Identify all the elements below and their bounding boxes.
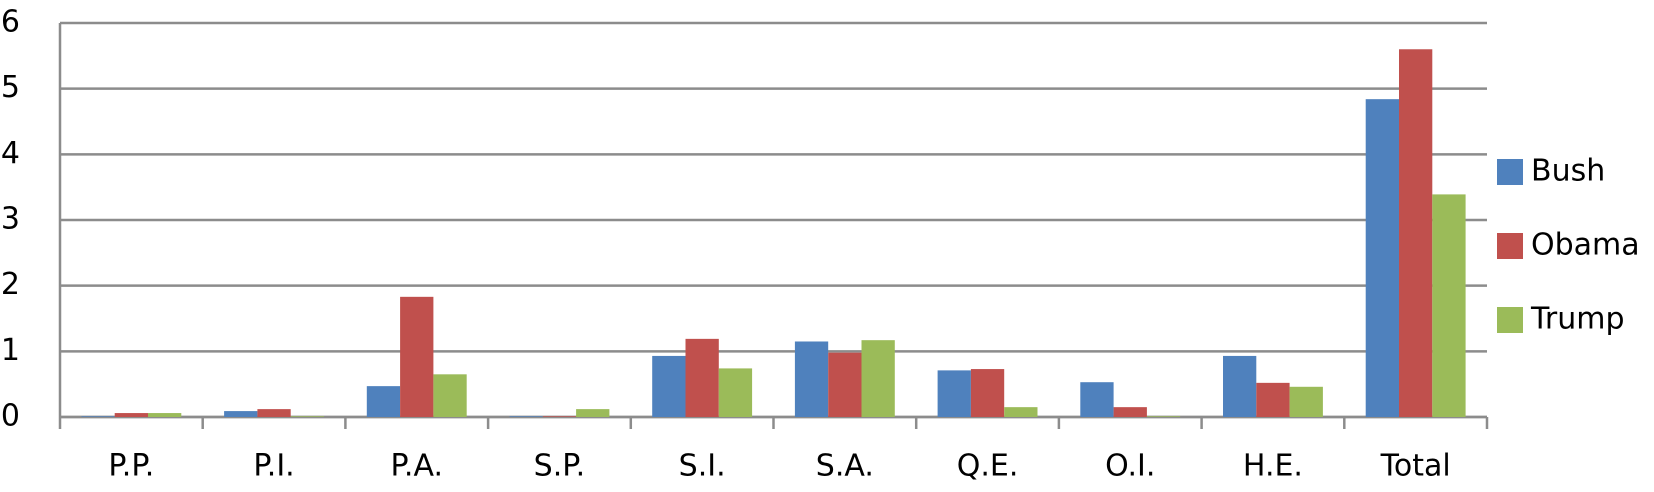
x-tick-label: S.A. (816, 449, 874, 484)
x-tick-label: P.P. (108, 449, 154, 484)
bar (433, 374, 467, 417)
x-tick-label: S.P. (534, 449, 586, 484)
bar (1399, 49, 1433, 418)
y-tick-label: 1 (1, 333, 20, 368)
bar (1004, 407, 1038, 417)
x-tick-label: S.I. (679, 449, 726, 484)
bar (937, 370, 971, 417)
bar (257, 409, 291, 417)
x-tick-label: P.I. (253, 449, 294, 484)
x-tick-label: Q.E. (957, 449, 1019, 484)
bar (1146, 416, 1181, 417)
bar (114, 413, 148, 417)
bar (400, 296, 434, 417)
y-tick-label: 4 (1, 136, 20, 171)
bar (147, 413, 182, 417)
x-tick-label: H.E. (1243, 449, 1303, 484)
y-tick-label: 0 (1, 399, 20, 434)
bar (718, 368, 753, 417)
legend-swatch (1497, 159, 1523, 185)
x-tick-label: P.A. (391, 449, 444, 484)
legend-swatch (1497, 233, 1523, 259)
bar (828, 352, 862, 417)
bar (794, 341, 829, 417)
bar (366, 386, 401, 417)
bar (685, 338, 719, 417)
bar (1365, 99, 1400, 417)
x-tick-label: Total (1380, 449, 1451, 484)
y-tick-label: 5 (1, 70, 20, 105)
y-tick-label: 6 (1, 5, 20, 40)
legend-swatch (1497, 307, 1523, 333)
bar (1113, 407, 1147, 417)
legend-label: Bush (1531, 154, 1605, 189)
bar (1223, 355, 1257, 417)
y-tick-label: 3 (1, 202, 20, 237)
bar (224, 411, 258, 417)
bar (652, 355, 686, 417)
bar (1080, 382, 1114, 417)
bar (970, 369, 1005, 417)
bar (861, 340, 895, 417)
legend-label: Obama (1531, 228, 1640, 263)
bar (576, 409, 610, 417)
bar (542, 416, 577, 417)
y-tick-label: 2 (1, 267, 20, 302)
bar (1256, 382, 1290, 417)
x-tick-label: O.I. (1105, 449, 1155, 484)
bar (509, 416, 543, 417)
bar (1289, 386, 1323, 417)
legend-label: Trump (1530, 302, 1625, 337)
bar (1432, 194, 1466, 417)
bar (290, 416, 324, 417)
bar (81, 416, 115, 417)
